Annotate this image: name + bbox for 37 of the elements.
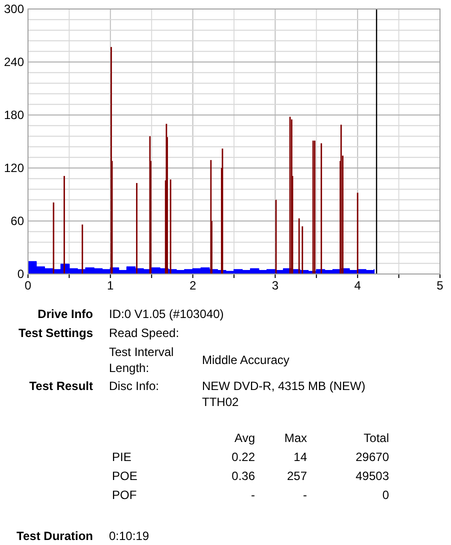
- text: POF: [112, 488, 137, 502]
- text: 0:10:19: [109, 529, 150, 543]
- y-tick-label: 120: [4, 160, 24, 175]
- x-tick-label: 2: [189, 278, 196, 293]
- text: Drive Info: [38, 307, 93, 321]
- text: 14: [294, 450, 308, 464]
- text: PIE: [112, 450, 132, 464]
- text: Test Duration: [16, 529, 93, 543]
- text: Middle Accuracy: [202, 353, 290, 367]
- y-tick-label: 0: [17, 266, 24, 281]
- text: 0: [382, 488, 390, 502]
- x-tick-label: 1: [107, 278, 114, 293]
- text: ID:0 V1.05 (#103040): [109, 307, 224, 321]
- x-tick-label: 5: [436, 278, 444, 293]
- y-tick-label: 180: [4, 108, 24, 122]
- text: Test Result: [29, 379, 93, 393]
- y-tick-label: 300: [4, 2, 24, 16]
- x-tick-label: 4: [354, 278, 362, 293]
- text: Test Interval Length:: [109, 345, 174, 375]
- text: NEW DVD-R, 4315 MB (NEW) TTH02: [202, 379, 366, 409]
- text: Test Settings: [18, 326, 94, 340]
- text: Avg: [234, 431, 255, 445]
- text: Max: [284, 431, 307, 445]
- text: Read Speed:: [109, 326, 180, 340]
- text: 29670: [356, 450, 390, 464]
- text: 0.22: [232, 450, 256, 464]
- text: 0.36: [232, 469, 256, 483]
- text: POE: [112, 469, 138, 483]
- text: Total: [364, 431, 389, 445]
- text: 257: [286, 469, 308, 483]
- text: -: [251, 488, 255, 502]
- text: -: [303, 488, 307, 502]
- y-tick-label: 60: [10, 214, 24, 228]
- text: 49503: [356, 469, 390, 483]
- x-tick-label: 3: [272, 278, 279, 293]
- y-tick-label: 240: [4, 54, 24, 69]
- text: Disc Info:: [109, 379, 160, 393]
